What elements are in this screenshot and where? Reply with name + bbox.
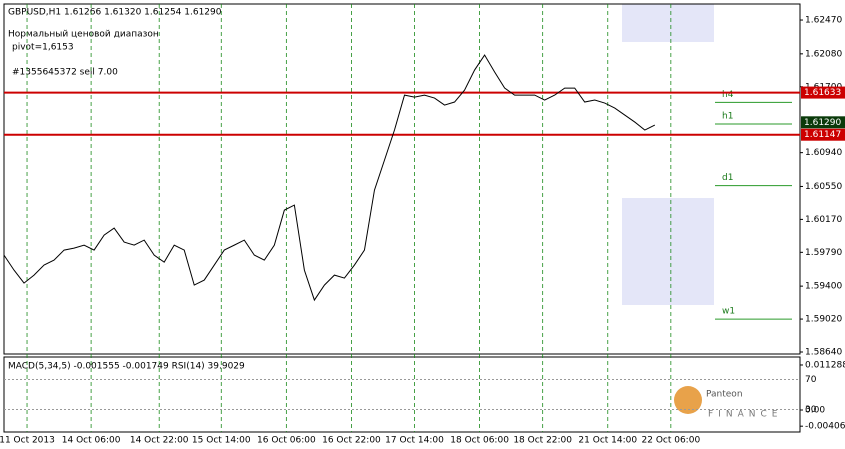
x-tick-label: 16 Oct 06:00 [257,436,316,446]
y-tick-label: 1.58640 [805,348,842,358]
x-tick-label: 21 Oct 14:00 [578,436,637,446]
x-tick-label: 11 Oct 2013 [0,436,55,446]
y-tick-label: 1.62080 [805,49,842,59]
price-label: 1.61147 [804,130,841,140]
logo-text: Panteon [706,390,743,400]
current-price-label: 1.61290 [804,118,841,128]
annotation: Нормальный ценовой диапазон [8,30,159,40]
zone-label: d1 [722,173,733,183]
annotation: pivot=1,6153 [12,43,74,53]
y-tick-label: 1.60550 [805,182,842,192]
x-tick-label: 18 Oct 06:00 [450,436,509,446]
current-price-bg [801,116,845,129]
chart-title: GBPUSD,H1 1.61266 1.61320 1.61254 1.6129… [8,8,222,18]
annotation: #1355645372 sell 7.00 [12,68,118,78]
x-tick-label: 14 Oct 06:00 [62,436,121,446]
x-tick-label: 22 Oct 06:00 [642,436,701,446]
price-label-bg [801,86,845,99]
zone-box [622,4,714,42]
zone-label: h4 [722,90,734,100]
y2-tick-label: 0.011288 [805,360,845,370]
rsi-level-label: 30 [805,405,817,415]
rsi-level-label: 70 [805,375,817,385]
y-tick-label: 1.59790 [805,248,842,258]
zone-box [622,198,714,305]
logo-icon [674,386,702,414]
main-panel [3,3,801,355]
x-tick-label: 16 Oct 22:00 [322,436,381,446]
y-tick-label: 1.62470 [805,16,842,26]
indicator-panel [3,356,801,433]
y-tick-label: 1.60940 [805,148,842,158]
price-label: 1.61633 [804,88,841,98]
logo-subtext: FINANCE [708,410,782,420]
y-tick-label: 1.59020 [805,315,842,325]
x-tick-label: 17 Oct 14:00 [385,436,444,446]
y-tick-label: 1.59400 [805,282,842,292]
zone-label: h1 [722,112,733,122]
price-line [3,54,656,302]
x-tick-label: 15 Oct 14:00 [192,436,251,446]
zone-label: w1 [722,307,735,317]
y2-tick-label: -0.004063 [805,422,845,432]
y-tick-label: 1.60170 [805,215,842,225]
y2-tick-label: 0.00 [805,405,825,415]
x-tick-label: 14 Oct 22:00 [130,436,189,446]
indicator-title: MACD(5,34,5) -0.001555 -0.001749 RSI(14)… [8,362,245,372]
x-tick-label: 18 Oct 22:00 [513,436,572,446]
price-label-bg [801,128,845,141]
